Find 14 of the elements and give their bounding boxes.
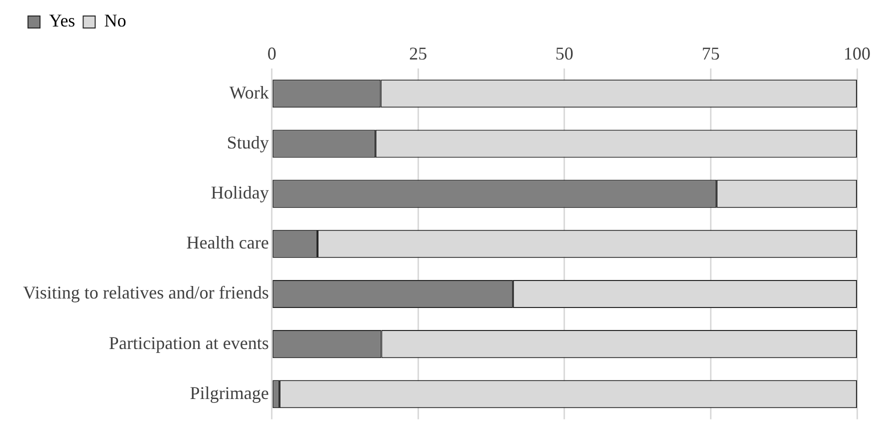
x-tick-label: 75 bbox=[702, 44, 720, 64]
x-tick-label: 50 bbox=[555, 44, 574, 64]
x-tick-label: 25 bbox=[409, 44, 428, 64]
y-tick-label: Holiday bbox=[210, 182, 269, 203]
y-tick-label: Work bbox=[229, 82, 269, 102]
y-tick-label: Visiting to relatives and/or friends bbox=[22, 282, 269, 303]
x-tick-label: 100 bbox=[844, 44, 870, 64]
x-tick-label: 0 bbox=[267, 44, 276, 64]
y-tick-label: Participation at events bbox=[108, 332, 269, 353]
legend-label: No bbox=[104, 10, 126, 31]
legend-label: Yes bbox=[49, 10, 76, 31]
y-tick-label: Health care bbox=[186, 232, 269, 253]
y-tick-label: Study bbox=[226, 132, 269, 152]
y-tick-label: Pilgrimage bbox=[190, 382, 269, 403]
